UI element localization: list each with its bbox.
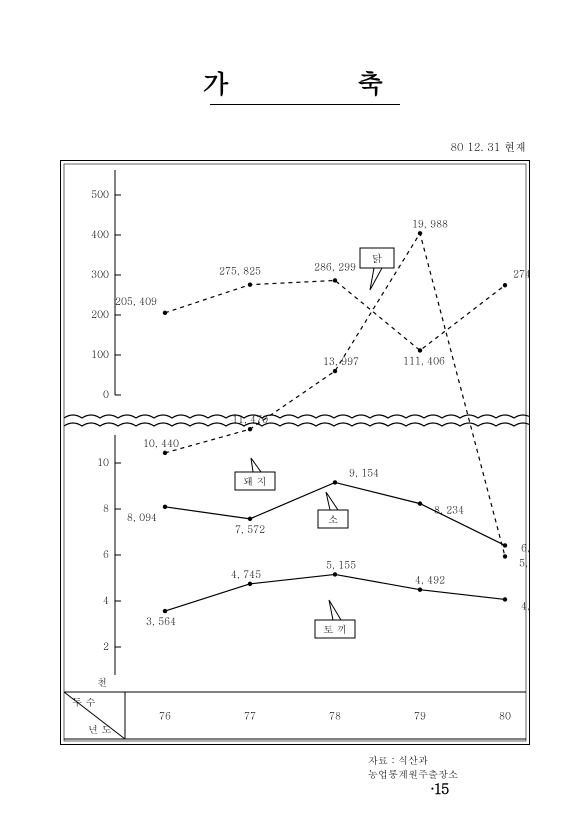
svg-text:76: 76 (159, 709, 171, 723)
page: 가 축 80 12. 31 현재 0 100 200 300 400 500 205, 40… (0, 0, 586, 830)
svg-text:4: 4 (103, 593, 109, 607)
svg-text:80: 80 (499, 709, 511, 723)
chart-frame: 0 100 200 300 400 500 205, 409 275, 825 286, 299… (60, 160, 530, 745)
svg-text:돼 지: 돼 지 (243, 474, 266, 488)
svg-text:3, 564: 3, 564 (146, 614, 176, 628)
svg-text:11, 470: 11, 470 (232, 412, 268, 426)
svg-text:9, 154: 9, 154 (349, 465, 379, 479)
svg-text:10, 440: 10, 440 (143, 436, 179, 450)
source-line1: 자료 : 식산과 (368, 753, 428, 767)
chart-title: 가 축 (0, 65, 586, 101)
svg-text:토 끼: 토 끼 (323, 622, 346, 636)
svg-text:소: 소 (328, 512, 338, 526)
svg-text:5, 938: 5, 938 (519, 555, 530, 569)
svg-text:77: 77 (244, 709, 256, 723)
svg-text:2: 2 (103, 639, 109, 653)
svg-text:300: 300 (91, 267, 109, 281)
svg-text:0: 0 (103, 387, 109, 401)
svg-text:8, 234: 8, 234 (434, 503, 464, 517)
svg-text:4, 069: 4, 069 (521, 598, 530, 612)
svg-text:200: 200 (91, 307, 109, 321)
svg-text:79: 79 (414, 709, 426, 723)
svg-text:4, 745: 4, 745 (231, 567, 261, 581)
svg-text:274, 367: 274, 367 (513, 266, 530, 280)
svg-text:년 도: 년 도 (88, 722, 111, 736)
svg-text:천: 천 (97, 675, 107, 689)
svg-text:8: 8 (103, 501, 109, 515)
svg-text:8, 094: 8, 094 (127, 510, 157, 524)
svg-text:205, 409: 205, 409 (115, 294, 157, 308)
svg-text:두 수: 두 수 (72, 695, 95, 709)
svg-text:111, 406: 111, 406 (403, 353, 445, 367)
svg-text:286, 299: 286, 299 (314, 259, 356, 273)
page-number: ·15 (430, 778, 448, 798)
svg-text:100: 100 (91, 347, 109, 361)
svg-text:78: 78 (329, 709, 341, 723)
title-underline (210, 104, 400, 105)
svg-text:6, 417: 6, 417 (521, 540, 530, 554)
svg-text:13, 997: 13, 997 (323, 354, 359, 368)
date-stamp: 80 12. 31 현재 (450, 140, 526, 155)
source-note: 자료 : 식산과 농업통계원주출장소 (368, 753, 458, 781)
svg-text:400: 400 (91, 227, 109, 241)
svg-text:10: 10 (97, 455, 109, 469)
chart-svg: 0 100 200 300 400 500 205, 409 275, 825 286, 299… (60, 160, 530, 745)
svg-text:500: 500 (91, 187, 109, 201)
svg-text:닭: 닭 (372, 251, 382, 265)
svg-text:6: 6 (103, 547, 109, 561)
svg-text:4, 492: 4, 492 (415, 573, 445, 587)
svg-text:275, 825: 275, 825 (219, 264, 261, 278)
svg-text:19, 988: 19, 988 (412, 216, 448, 230)
svg-text:7, 572: 7, 572 (235, 522, 265, 536)
svg-text:5, 155: 5, 155 (326, 557, 356, 571)
